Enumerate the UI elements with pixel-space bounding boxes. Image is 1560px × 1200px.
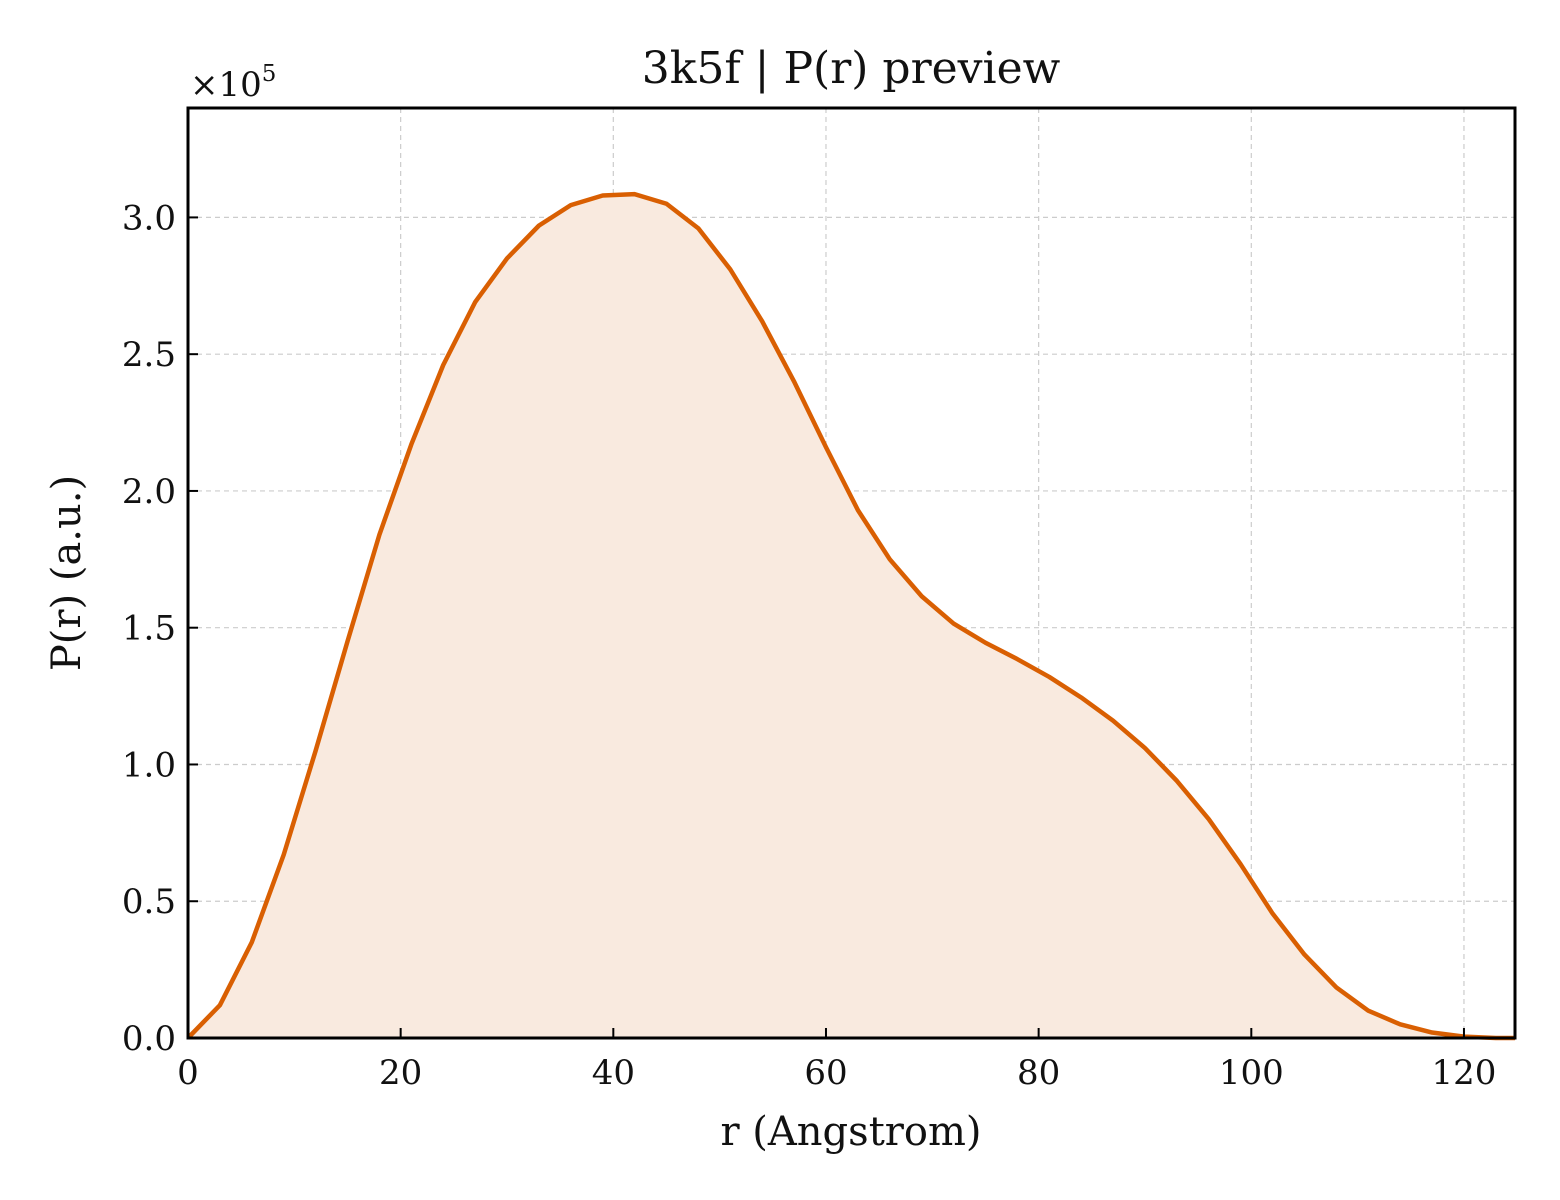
x-tick-label: 40 bbox=[592, 1053, 635, 1093]
chart-title: 3k5f | P(r) preview bbox=[642, 43, 1061, 94]
y-tick-label: 1.5 bbox=[122, 609, 176, 649]
x-tick-label: 20 bbox=[379, 1053, 422, 1093]
x-axis-ticks: 0 20 40 60 80 100 120 bbox=[177, 1028, 1496, 1093]
x-tick-label: 0 bbox=[177, 1053, 199, 1093]
x-tick-label: 100 bbox=[1219, 1053, 1284, 1093]
y-tick-label: 1.0 bbox=[122, 745, 176, 785]
y-tick-label: 0.0 bbox=[122, 1019, 176, 1059]
x-tick-label: 120 bbox=[1432, 1053, 1497, 1093]
x-tick-label: 80 bbox=[1017, 1053, 1060, 1093]
y-axis-ticks: 0.0 0.5 1.0 1.5 2.0 2.5 3.0 bbox=[122, 198, 198, 1059]
y-tick-label: 0.5 bbox=[122, 882, 176, 922]
x-tick-label: 60 bbox=[804, 1053, 847, 1093]
y-multiplier-label: ×105 bbox=[190, 61, 276, 105]
plot-frame bbox=[186, 106, 1517, 1040]
y-multiplier-exponent: 5 bbox=[262, 61, 277, 87]
y-tick-label: 3.0 bbox=[122, 198, 176, 238]
pr-area-fill bbox=[188, 194, 1515, 1038]
y-tick-label: 2.0 bbox=[122, 472, 176, 512]
y-multiplier-base: ×10 bbox=[190, 65, 262, 105]
y-axis-label: P(r) (a.u.) bbox=[44, 475, 90, 671]
x-axis-label: r (Angstrom) bbox=[720, 1109, 981, 1155]
y-tick-label: 2.5 bbox=[122, 335, 176, 375]
pr-series-points bbox=[187, 194, 1516, 1039]
